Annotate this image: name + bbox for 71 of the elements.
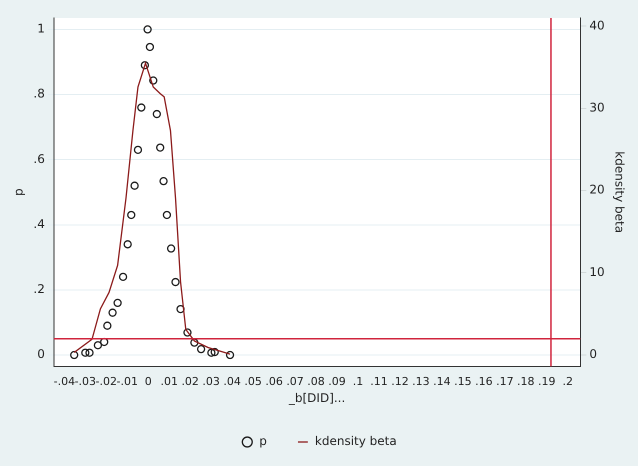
point xyxy=(210,348,219,356)
y2-tick-label: 40 xyxy=(589,18,605,32)
y-tick-label: .2 xyxy=(33,282,45,296)
x-tick-label: .15 xyxy=(454,374,472,388)
x-tick-label: .01 xyxy=(160,374,178,388)
x-tick-label: -.03 xyxy=(74,374,96,388)
point xyxy=(183,328,192,337)
x-tick-label: .07 xyxy=(286,374,304,388)
x-tick-label: .1 xyxy=(352,374,364,388)
point xyxy=(207,348,216,357)
y-axis-title: p xyxy=(11,188,26,196)
point xyxy=(137,103,146,112)
legend-label: kdensity beta xyxy=(314,434,397,448)
point xyxy=(100,338,108,346)
point xyxy=(85,348,94,357)
point xyxy=(81,348,90,357)
x-tick-label: .19 xyxy=(538,374,556,388)
y-tick-label: .8 xyxy=(33,86,45,101)
x-tick-label: -.02 xyxy=(96,374,118,388)
x-tick-label: .12 xyxy=(391,374,409,388)
point xyxy=(176,304,185,314)
x-tick-label: .09 xyxy=(328,374,346,388)
x-tick-label: -.04 xyxy=(54,374,76,388)
point xyxy=(152,110,161,118)
x-tick-label: .06 xyxy=(265,374,283,388)
x-tick-label: -.01 xyxy=(116,374,138,388)
y2-axis-title: kdensity beta xyxy=(612,151,627,234)
x-tick-label: .02 xyxy=(181,374,199,388)
x-tick-label: .2 xyxy=(562,374,573,388)
point xyxy=(108,308,117,317)
x-tick-label: .18 xyxy=(517,374,535,388)
x-tick-label: .03 xyxy=(202,374,220,388)
y2-tick-label: 30 xyxy=(589,100,605,115)
point xyxy=(159,176,168,186)
y-tick-label: 0 xyxy=(37,347,45,362)
y2-tick-label: 10 xyxy=(589,264,605,279)
legend-label: p xyxy=(259,434,267,448)
x-axis-title: _b[DID]... xyxy=(288,390,346,405)
y-tick-label: .6 xyxy=(33,152,45,166)
point xyxy=(166,244,176,253)
point xyxy=(127,210,136,220)
point xyxy=(226,350,234,360)
x-tick-label: .16 xyxy=(475,374,493,388)
x-tick-label: .17 xyxy=(496,374,514,388)
point xyxy=(162,210,172,220)
y2-tick-label: 0 xyxy=(589,347,597,362)
point xyxy=(149,76,158,85)
point xyxy=(146,42,154,52)
point xyxy=(124,240,132,248)
x-tick-label: .08 xyxy=(307,374,325,388)
y-tick-label: 1 xyxy=(37,22,45,36)
point xyxy=(103,322,112,330)
point xyxy=(113,298,122,308)
x-tick-label: .04 xyxy=(223,374,241,388)
point xyxy=(143,25,152,34)
x-tick-label: .11 xyxy=(370,374,388,388)
y-tick-label: .4 xyxy=(33,216,45,231)
point xyxy=(134,146,142,154)
point xyxy=(118,272,128,282)
point xyxy=(156,143,164,152)
y2-tick-label: 20 xyxy=(589,182,605,197)
x-tick-label: 0 xyxy=(144,374,152,388)
point xyxy=(140,61,150,70)
point xyxy=(130,182,139,190)
x-tick-label: .14 xyxy=(433,374,451,388)
point xyxy=(70,350,78,360)
point xyxy=(94,341,102,350)
point xyxy=(171,278,180,286)
point xyxy=(196,344,206,354)
x-tick-label: .13 xyxy=(412,374,430,388)
x-tick-label: .05 xyxy=(244,374,262,388)
